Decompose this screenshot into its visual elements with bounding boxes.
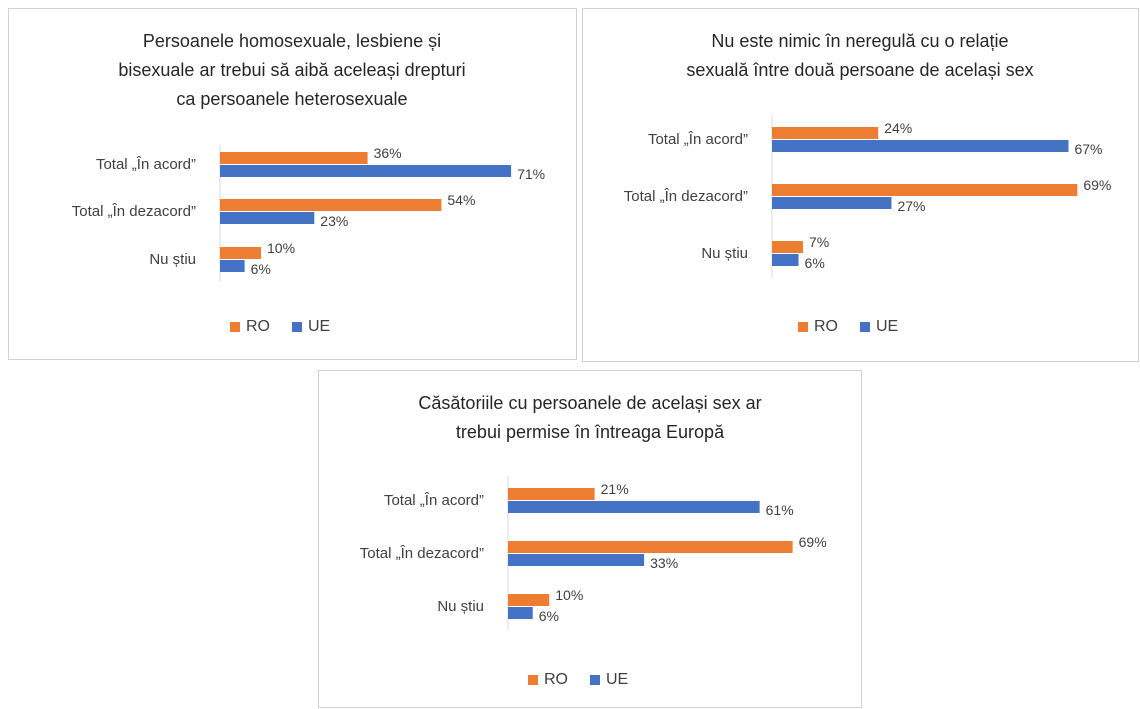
data-label: 6% <box>805 255 825 271</box>
data-label: 27% <box>897 198 925 214</box>
bar <box>772 241 803 253</box>
chart-title: Nu este nimic în neregulă cu o relație <box>711 31 1008 51</box>
data-label: 24% <box>884 120 912 136</box>
data-label: 36% <box>374 145 402 161</box>
y-tick-label: Total „În acord” <box>648 131 748 148</box>
bar <box>220 152 368 164</box>
legend-swatch <box>860 322 870 332</box>
data-label: 67% <box>1074 141 1102 157</box>
panel <box>8 8 577 360</box>
legend-swatch <box>292 322 302 332</box>
data-label: 21% <box>601 481 629 497</box>
bar <box>220 247 261 259</box>
bar <box>508 541 793 553</box>
data-label: 6% <box>251 261 271 277</box>
legend-label: RO <box>544 671 568 688</box>
y-tick-label: Total „În dezacord” <box>360 545 484 562</box>
bar <box>772 254 799 266</box>
bar <box>220 212 315 224</box>
legend-swatch <box>798 322 808 332</box>
bar <box>508 607 533 619</box>
chart-title: Căsătoriile cu persoanele de același sex… <box>418 393 761 413</box>
data-label: 69% <box>799 534 827 550</box>
data-label: 69% <box>1083 177 1111 193</box>
legend-label: UE <box>876 318 898 335</box>
chart-title: Persoanele homosexuale, lesbiene și <box>143 31 441 51</box>
legend-label: UE <box>308 318 330 335</box>
y-tick-label: Nu știu <box>437 598 484 615</box>
y-tick-label: Total „În dezacord” <box>624 188 748 205</box>
chart-title: ca persoanele heterosexuale <box>176 89 407 109</box>
bar <box>220 260 245 272</box>
bar <box>508 594 550 606</box>
y-tick-label: Total „În acord” <box>96 156 196 173</box>
legend-swatch <box>230 322 240 332</box>
data-label: 33% <box>650 555 678 571</box>
bar <box>508 501 760 513</box>
data-label: 10% <box>267 240 295 256</box>
legend-label: RO <box>246 318 270 335</box>
y-tick-label: Total „În acord” <box>384 492 484 509</box>
data-label: 54% <box>447 192 475 208</box>
bar <box>772 127 879 139</box>
data-label: 7% <box>809 234 829 250</box>
legend-label: RO <box>814 318 838 335</box>
panel <box>318 370 862 708</box>
bar <box>220 199 442 211</box>
legend-label: UE <box>606 671 628 688</box>
bar <box>772 184 1078 196</box>
bar <box>508 554 645 566</box>
data-label: 23% <box>320 213 348 229</box>
bar <box>772 197 892 209</box>
data-label: 10% <box>555 587 583 603</box>
bar <box>220 165 512 177</box>
y-tick-label: Total „În dezacord” <box>72 203 196 220</box>
data-label: 6% <box>539 608 559 624</box>
y-tick-label: Nu știu <box>701 245 748 262</box>
data-label: 71% <box>517 166 545 182</box>
legend-swatch <box>590 675 600 685</box>
bar <box>508 488 595 500</box>
chart-title: bisexuale ar trebui să aibă aceleași dre… <box>118 60 465 80</box>
bar <box>772 140 1069 152</box>
y-tick-label: Nu știu <box>149 251 196 268</box>
data-label: 61% <box>766 502 794 518</box>
chart-title: trebui permise în întreaga Europă <box>456 422 725 442</box>
legend-swatch <box>528 675 538 685</box>
chart-title: sexuală între două persoane de același s… <box>686 60 1033 80</box>
